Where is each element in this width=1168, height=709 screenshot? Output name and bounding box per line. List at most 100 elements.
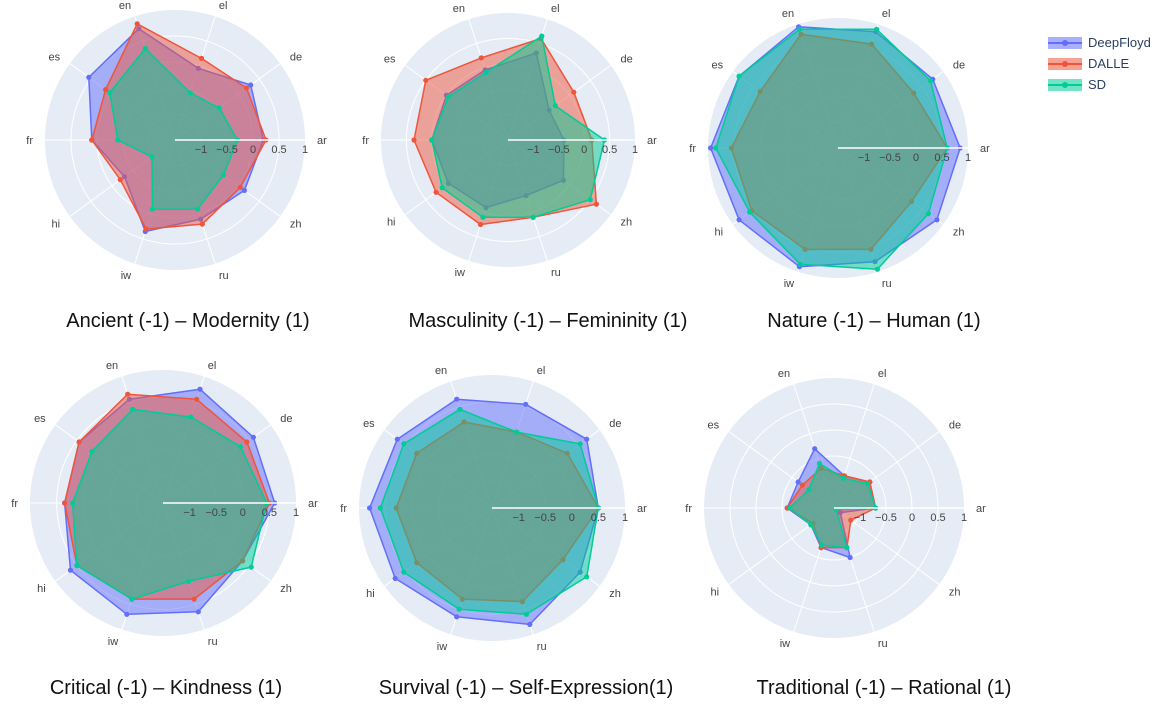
- data-point-dalle-iw: [477, 221, 484, 228]
- data-point-sd-de: [928, 78, 934, 84]
- radial-tick-label: 0.5: [591, 512, 606, 524]
- angular-tick-label-iw: iw: [108, 636, 118, 648]
- data-point-deepfloyd-hi: [67, 567, 74, 573]
- data-point-sd-de: [552, 103, 558, 109]
- data-point-deepfloyd-ru: [527, 621, 533, 628]
- angular-tick-label-de: de: [609, 418, 621, 430]
- data-point-dalle-fr: [411, 137, 417, 143]
- legend-swatch-deepfloyd: [1048, 36, 1082, 50]
- data-point-deepfloyd-el: [197, 386, 203, 392]
- data-point-deepfloyd-fr: [367, 505, 373, 511]
- chart-title-6: Traditional (-1) – Rational (1): [756, 677, 1012, 699]
- data-point-sd-zh: [248, 564, 254, 570]
- angular-tick-label-iw: iw: [437, 641, 447, 653]
- data-point-sd-zh: [925, 211, 932, 217]
- radial-tick-label: −1: [854, 512, 867, 524]
- angular-tick-label-en: en: [782, 8, 794, 20]
- data-point-sd-de: [577, 441, 583, 447]
- angular-tick-label-es: es: [384, 53, 396, 65]
- data-point-deepfloyd-ru: [195, 609, 201, 615]
- angular-tick-label-de: de: [953, 60, 965, 72]
- angular-tick-label-ar: ar: [980, 143, 990, 155]
- radial-tick-label: −0.5: [548, 144, 570, 156]
- data-point-sd-ru: [844, 545, 850, 551]
- radial-tick-label: −0.5: [205, 507, 227, 519]
- data-point-sd-el: [514, 429, 520, 435]
- radial-tick-label: −1: [512, 512, 525, 524]
- angular-tick-label-iw: iw: [455, 267, 465, 279]
- data-point-sd-iw: [797, 261, 803, 267]
- data-point-dalle-zh: [848, 517, 854, 523]
- data-point-sd-de: [865, 480, 871, 487]
- data-point-sd-el: [874, 26, 880, 32]
- data-point-sd-el: [841, 475, 847, 481]
- legend-item-dalle[interactable]: DALLE: [1048, 53, 1151, 74]
- angular-tick-label-hi: hi: [366, 588, 375, 600]
- radial-tick-label: 1: [965, 152, 971, 164]
- legend-label-sd: SD: [1088, 77, 1107, 92]
- angular-tick-label-fr: fr: [689, 143, 696, 155]
- angular-tick-label-hi: hi: [52, 219, 61, 231]
- data-point-sd-hi: [74, 562, 80, 569]
- data-point-deepfloyd-de: [248, 82, 254, 88]
- data-point-sd-fr: [429, 137, 435, 143]
- angular-tick-label-ar: ar: [976, 503, 986, 515]
- data-point-sd-es: [107, 90, 113, 96]
- data-point-sd-fr: [377, 505, 383, 511]
- data-point-sd-iw: [149, 206, 156, 212]
- data-point-sd-en: [457, 406, 463, 412]
- angular-tick-label-hi: hi: [37, 583, 46, 595]
- angular-tick-label-zh: zh: [290, 219, 302, 231]
- radar-chart-4: −1 −0.5 0 0.5 1 ar de el en es fr hi iw ru zh: [11, 360, 318, 648]
- data-point-sd-de: [216, 105, 222, 111]
- data-point-sd-en: [142, 45, 148, 52]
- chart-title-3: Nature (-1) – Human (1): [767, 310, 981, 332]
- data-point-sd-ru: [530, 214, 536, 220]
- radar-chart-5: −1 −0.5 0 0.5 1 ar de el en es fr hi iw ru zh: [340, 365, 647, 653]
- angular-tick-label-en: en: [778, 368, 790, 380]
- data-point-dalle-el: [198, 55, 205, 62]
- data-point-deepfloyd-zh: [241, 187, 247, 193]
- legend-swatch-sd: [1048, 78, 1082, 92]
- angular-tick-label-de: de: [290, 52, 302, 64]
- data-point-dalle-iw: [143, 226, 149, 232]
- angular-tick-label-en: en: [453, 3, 465, 15]
- angular-tick-label-ar: ar: [647, 135, 657, 147]
- angular-tick-label-ar: ar: [637, 503, 647, 515]
- data-point-sd-zh: [220, 172, 226, 178]
- data-point-sd-iw: [480, 214, 486, 220]
- data-point-sd-en: [796, 26, 803, 32]
- chart-title-5: Survival (-1) – Self-Expression(1): [378, 677, 674, 699]
- legend-item-sd[interactable]: SD: [1048, 74, 1151, 95]
- data-point-sd-ru: [194, 206, 201, 212]
- angular-tick-label-fr: fr: [26, 135, 33, 147]
- angular-tick-label-el: el: [551, 3, 560, 15]
- data-point-dalle-zh: [237, 184, 243, 190]
- data-point-dalle-ru: [199, 221, 205, 227]
- data-point-dalle-en: [125, 391, 131, 397]
- data-point-dalle-de: [244, 439, 250, 445]
- data-point-sd-fr: [713, 145, 719, 151]
- chart-title-2: Masculinity (-1) – Femininity (1): [408, 310, 688, 332]
- radial-tick-label: 1: [622, 512, 628, 524]
- data-point-dalle-zh: [593, 201, 600, 207]
- data-point-dalle-es: [799, 482, 806, 488]
- radial-tick-label: −1: [183, 507, 196, 519]
- data-point-dalle-fr: [62, 500, 68, 506]
- data-point-sd-zh: [584, 574, 590, 580]
- angular-tick-label-en: en: [435, 365, 447, 377]
- data-point-dalle-es: [103, 87, 109, 93]
- data-point-sd-en: [483, 69, 489, 75]
- angular-tick-label-zh: zh: [280, 583, 292, 595]
- data-point-sd-fr: [70, 500, 76, 506]
- data-point-sd-hi: [808, 522, 814, 528]
- data-point-deepfloyd-de: [250, 434, 256, 440]
- data-point-deepfloyd-hi: [392, 575, 398, 582]
- data-point-sd-ru: [523, 611, 530, 617]
- angular-tick-label-hi: hi: [715, 227, 724, 239]
- radial-tick-label: −0.5: [879, 152, 901, 164]
- legend-item-deepfloyd[interactable]: DeepFloyd: [1048, 32, 1151, 53]
- radial-tick-label: −0.5: [534, 512, 556, 524]
- radial-tick-label: −0.5: [875, 512, 897, 524]
